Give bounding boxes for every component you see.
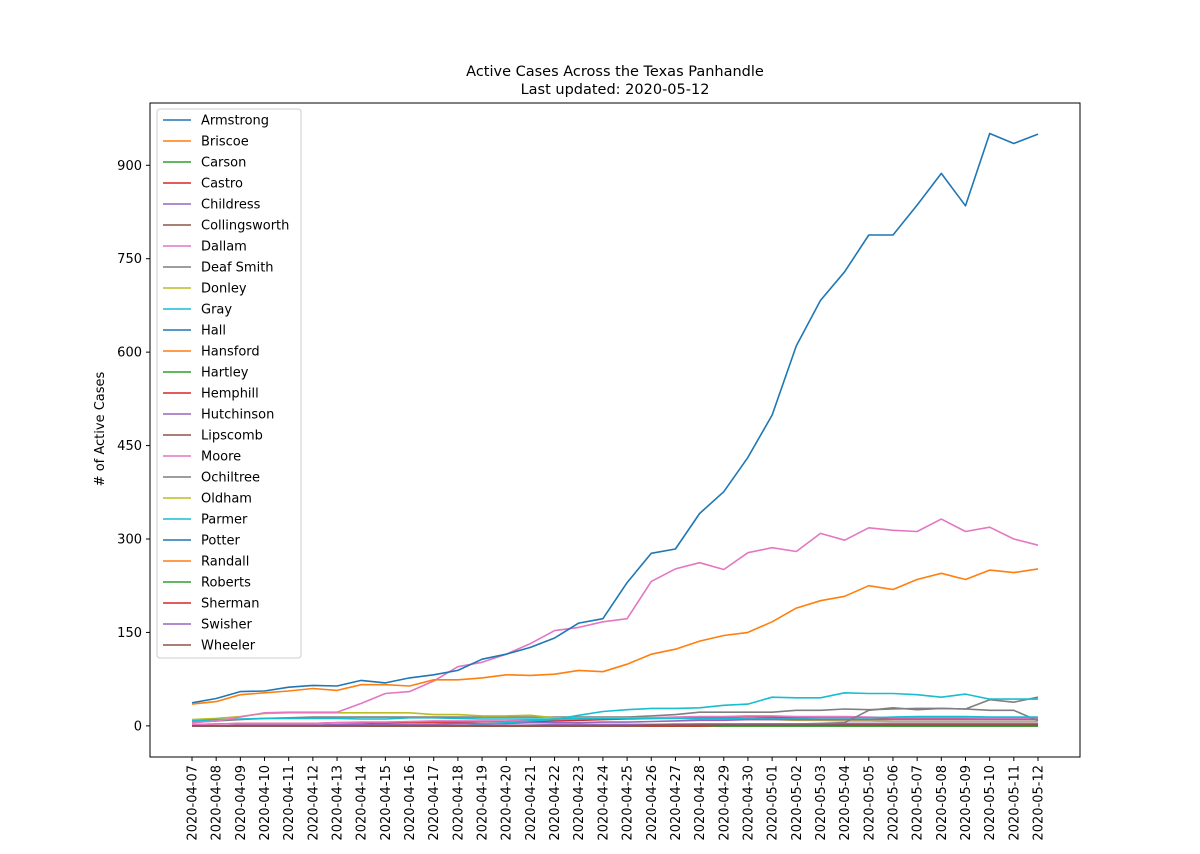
x-tick-label: 2020-05-07 [911,765,926,841]
legend-label: Potter [201,534,241,549]
legend-label: Parmer [201,513,248,528]
legend-label: Briscoe [201,135,249,150]
legend-label: Hall [201,324,226,339]
x-tick-label: 2020-04-18 [451,765,466,841]
legend-label: Moore [201,450,241,465]
legend-label: Carson [201,156,246,171]
x-tick-label: 2020-04-12 [306,765,321,841]
x-tick-label: 2020-04-08 [210,765,225,841]
y-tick-label: 150 [117,626,142,641]
legend-label: Hartley [201,366,249,381]
x-tick-label: 2020-05-06 [887,765,902,841]
x-tick-label: 2020-04-16 [403,765,418,841]
x-tick-label: 2020-04-21 [524,765,539,841]
legend-label: Lipscomb [201,429,263,444]
x-tick-label: 2020-04-26 [645,765,660,841]
x-tick-label: 2020-04-25 [621,765,636,841]
x-tick-label: 2020-04-14 [355,765,370,841]
x-tick-label: 2020-05-12 [1032,765,1047,841]
legend-label: Deaf Smith [201,261,274,276]
x-tick-label: 2020-05-03 [814,765,829,841]
legend-label: Dallam [201,240,247,255]
x-tick-label: 2020-04-20 [500,765,515,841]
x-tick-label: 2020-05-09 [959,765,974,841]
y-tick-label: 750 [117,252,142,267]
x-tick-label: 2020-04-29 [717,765,732,841]
plot-frame [149,102,1081,758]
legend-label: Castro [201,177,243,192]
x-tick-label: 2020-05-08 [935,765,950,841]
x-tick-label: 2020-04-19 [476,765,491,841]
series-line-moore [191,518,1039,724]
x-tick-label: 2020-04-07 [186,765,201,841]
chart-subtitle: Last updated: 2020-05-12 [521,82,710,98]
x-tick-label: 2020-04-24 [596,765,611,841]
x-tick-label: 2020-04-09 [234,765,249,841]
legend-label: Oldham [201,492,252,507]
x-tick-label: 2020-04-22 [548,765,563,841]
y-tick-label: 600 [117,346,142,361]
series-line-randall [191,568,1039,705]
legend-label: Hutchinson [201,408,274,423]
x-tick-label: 2020-05-04 [838,765,853,841]
series-line-potter [191,132,1039,704]
legend-label: Hemphill [201,387,259,402]
legend-label: Ochiltree [201,471,260,486]
chart-title: Active Cases Across the Texas Panhandle [466,64,764,80]
legend-label: Collingsworth [201,219,289,234]
x-tick-label: 2020-04-17 [427,765,442,841]
x-tick-label: 2020-04-11 [282,765,297,841]
x-tick-label: 2020-05-01 [766,765,781,841]
x-tick-label: 2020-04-30 [741,765,756,841]
y-tick-label: 300 [117,533,142,548]
legend-label: Childress [201,198,261,213]
x-axis: 2020-04-07 2020-04-08 2020-04-09 2020-04-10… [186,757,1047,841]
y-axis: 0 150 300 450 600 750 900 [117,159,150,734]
y-axis-label: # of Active Cases [93,371,108,486]
legend-label: Armstrong [201,114,269,129]
x-tick-label: 2020-04-10 [258,765,273,841]
legend-label: Hansford [201,345,260,360]
plot-lines [191,132,1039,727]
y-tick-label: 450 [117,439,142,454]
series-line-wheeler [192,724,1038,727]
x-tick-label: 2020-05-10 [983,765,998,841]
legend-label: Donley [201,282,247,297]
y-tick-label: 900 [117,159,142,174]
x-tick-label: 2020-04-28 [693,765,708,841]
x-tick-label: 2020-04-27 [669,765,684,841]
legend-label: Randall [201,555,249,570]
legend-label: Roberts [201,576,251,591]
x-tick-label: 2020-05-05 [862,765,877,841]
x-tick-label: 2020-05-02 [790,765,805,841]
x-tick-label: 2020-04-15 [379,765,394,841]
legend-label: Sherman [201,597,259,612]
x-tick-label: 2020-04-23 [572,765,587,841]
legend-box [156,108,302,659]
series-line-hutchinson [192,718,1038,727]
x-tick-label: 2020-04-13 [331,765,346,841]
y-tick-label: 0 [134,719,142,734]
legend: Armstrong Briscoe Carson Castro Childress Col… [156,108,302,659]
x-tick-label: 2020-05-11 [1007,765,1022,841]
legend-label: Swisher [201,618,253,633]
series-line-gray [191,715,1038,722]
legend-label: Gray [201,303,232,318]
legend-label: Wheeler [201,639,256,654]
